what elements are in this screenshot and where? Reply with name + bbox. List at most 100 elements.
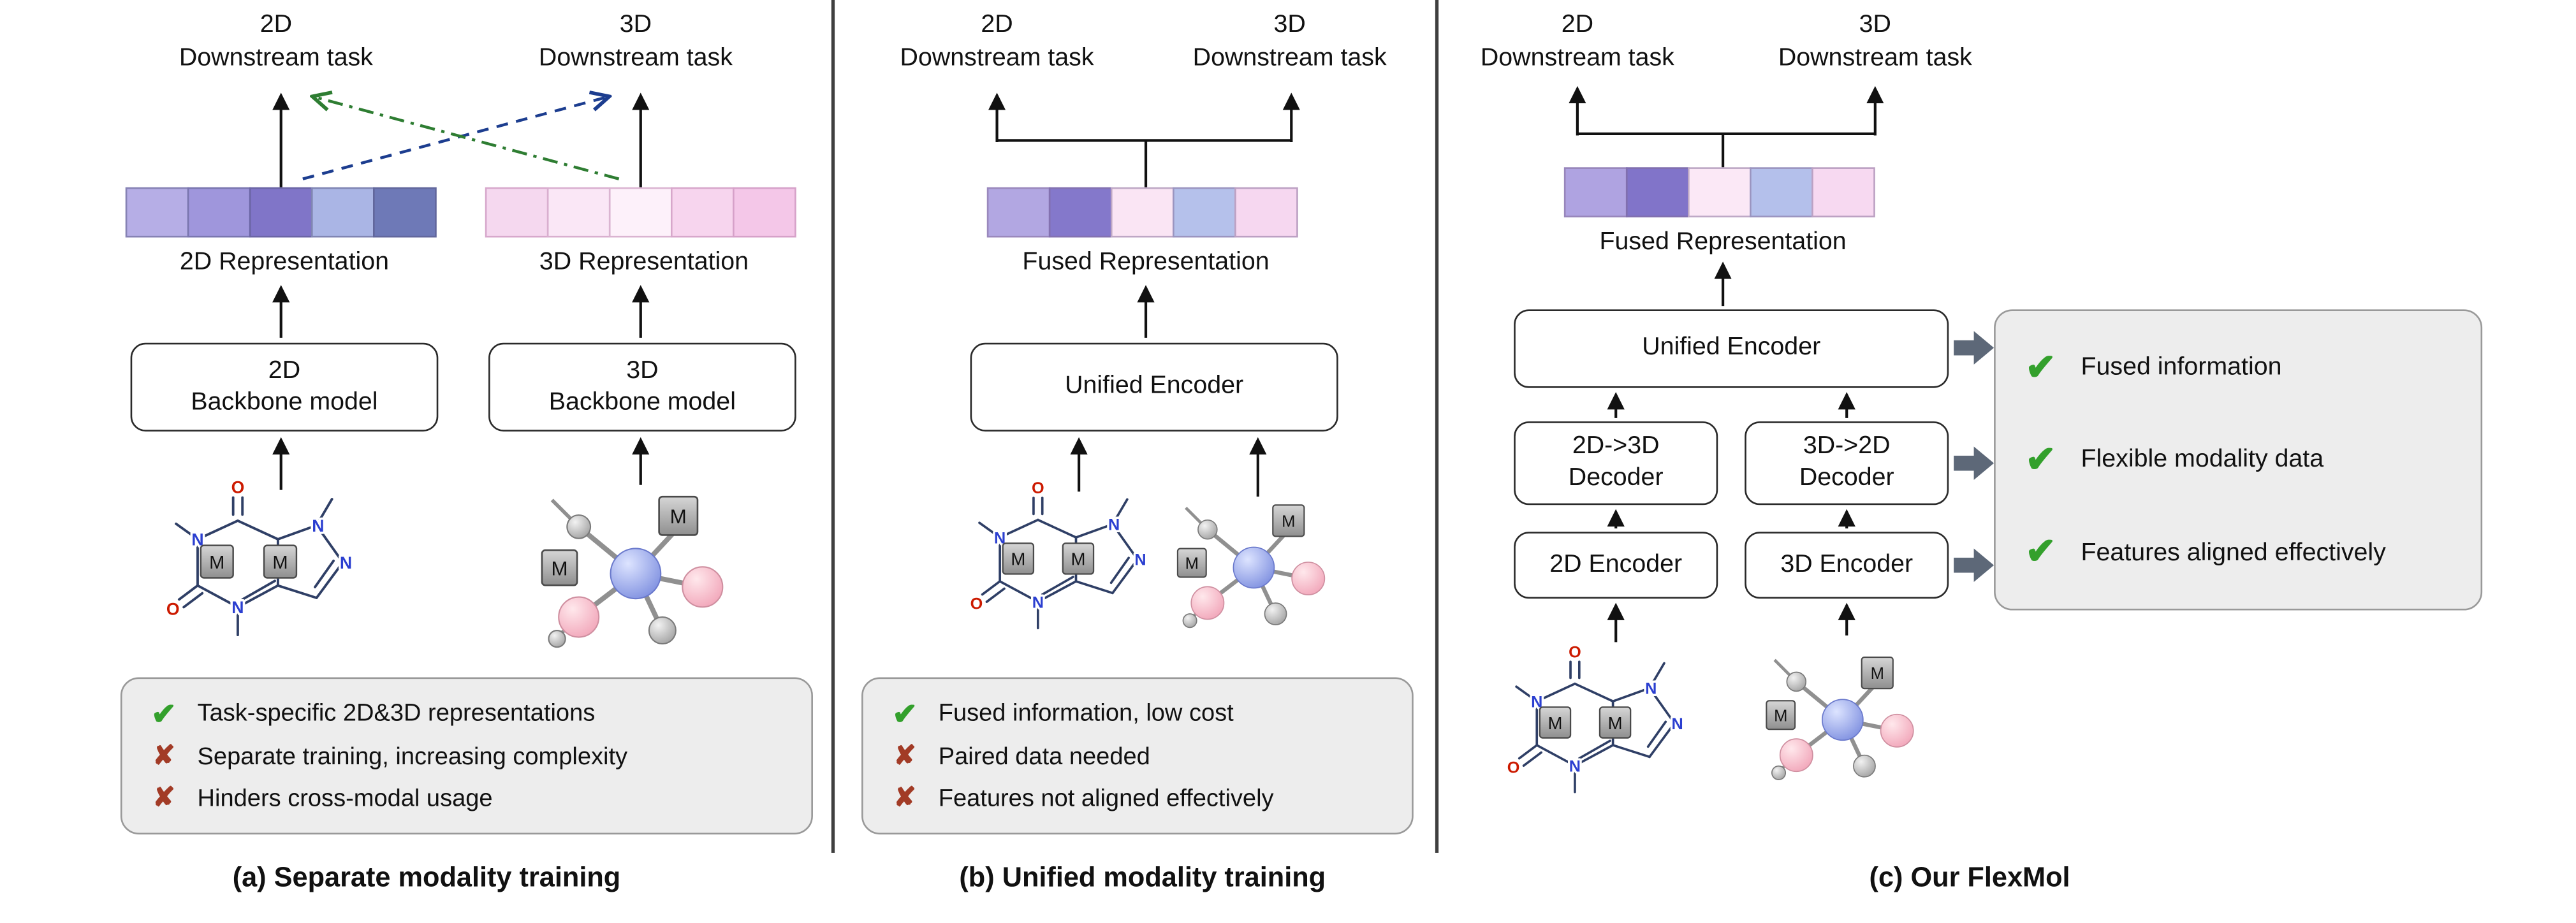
benefit-text: Fused information (2081, 352, 2282, 382)
panel-c-arrows (1569, 85, 1994, 643)
note-row: ✘ Separate training, increasing complexi… (145, 743, 787, 771)
box-line: 3D->2D (1803, 432, 1891, 461)
flow-arrow (1954, 331, 1994, 365)
molecule-3d (515, 477, 766, 661)
check-icon: ✔ (151, 697, 177, 732)
box-line: Unified Encoder (1065, 371, 1244, 400)
panel-a-arrows (272, 96, 650, 490)
flow-arrow (1954, 548, 1994, 582)
box-line: 3D Encoder (1780, 549, 1914, 578)
rep-cell (1688, 167, 1752, 218)
task-line: Downstream task (538, 43, 733, 73)
box-line: 2D Encoder (1549, 549, 1683, 578)
encoder-3d-box: 3D Encoder (1745, 532, 1949, 599)
box-line: Backbone model (191, 387, 378, 416)
rep-cell (986, 187, 1051, 238)
box-line: 2D->3D (1572, 432, 1660, 461)
box-line: Backbone model (548, 387, 736, 416)
rep-cell (1563, 167, 1628, 218)
molecule-3d (1156, 488, 1360, 639)
panel-divider (831, 0, 834, 853)
task-line: Downstream task (1778, 43, 1972, 73)
cross-icon: ✘ (893, 742, 916, 771)
fused-representation-bar (1563, 167, 1875, 218)
encoder-2d-box: 2D Encoder (1514, 532, 1718, 599)
panel-b-task-3d-label: 3D Downstream task (1156, 8, 1424, 76)
note-row: ✘ Paired data needed (886, 742, 1388, 771)
check-icon: ✔ (2025, 345, 2056, 388)
rep-cell (1048, 187, 1113, 238)
note-text: Separate training, increasing complexity (197, 744, 628, 771)
note-text: Fused information, low cost (938, 701, 1234, 729)
unified-encoder-box: Unified Encoder (970, 342, 1338, 432)
note-text: Hinders cross-modal usage (197, 785, 493, 813)
task-line: 2D (1561, 10, 1594, 39)
backbone-3d-box: 3D Backbone model (488, 342, 796, 432)
representation-bar-2d (125, 187, 437, 238)
panel-divider (1435, 0, 1438, 853)
panel-b-arrows (988, 92, 1300, 497)
rep-cell (187, 187, 251, 238)
rep-cell (1750, 167, 1813, 218)
cross-modal-dashdot-arrow (314, 97, 620, 180)
task-line: 3D (1859, 10, 1891, 39)
check-icon: ✔ (2025, 438, 2056, 480)
rep-cell (373, 187, 437, 238)
panel-b-notes-box: ✔ Fused information, low cost ✘ Paired d… (861, 677, 1414, 835)
check-icon: ✔ (892, 697, 918, 732)
box-line: Unified Encoder (1642, 333, 1821, 361)
task-line: 2D (981, 10, 1013, 39)
molecule-2d (1499, 634, 1733, 824)
molecule-3d (1745, 641, 1949, 791)
rep-cell (670, 187, 735, 238)
panel-c-caption: (c) Our FlexMol (1869, 862, 2070, 893)
rep-cell (249, 187, 313, 238)
benefits-box: ✔ Fused information ✔ Flexible modality … (1994, 309, 2483, 611)
rep-cell (608, 187, 673, 238)
task-line: Downstream task (1480, 43, 1674, 73)
note-row: ✔ Fused information, low cost (886, 699, 1388, 729)
fused-rep-label: Fused Representation (1599, 227, 1847, 256)
benefit-row: ✔ Fused information (2023, 345, 2454, 388)
cross-modal-dashed-arrow (302, 97, 607, 180)
panel-a-task-3d-label: 3D Downstream task (502, 8, 770, 76)
rep-3d-label: 3D Representation (539, 247, 749, 276)
box-line: 2D (268, 356, 301, 384)
task-line: 2D (260, 10, 293, 39)
note-row: ✘ Hinders cross-modal usage (145, 785, 787, 812)
note-row: ✘ Features not aligned effectively (886, 785, 1388, 812)
box-line: 3D (626, 356, 659, 384)
panel-a-task-2d-label: 2D Downstream task (142, 8, 410, 76)
rep-cell (1234, 187, 1298, 238)
task-line: 3D (619, 10, 652, 39)
rep-cell (1173, 187, 1236, 238)
fused-rep-label: Fused Representation (1022, 247, 1270, 276)
representation-bar-3d (485, 187, 796, 238)
rep-cell (1811, 167, 1875, 218)
rep-cell (733, 187, 796, 238)
decoder-2d-to-3d-box: 2D->3D Decoder (1514, 421, 1718, 505)
benefit-text: Flexible modality data (2081, 446, 2324, 474)
panel-a-notes-box: ✔ Task-specific 2D&3D representations ✘ … (120, 677, 813, 835)
note-row: ✔ Task-specific 2D&3D representations (145, 699, 787, 729)
panel-a-caption: (a) Separate modality training (232, 862, 621, 893)
rep-cell (125, 187, 189, 238)
unified-encoder-box: Unified Encoder (1514, 309, 1949, 388)
task-line: Downstream task (900, 43, 1094, 73)
cross-icon: ✘ (893, 783, 916, 813)
rep-cell (485, 187, 549, 238)
molecule-2d (157, 469, 405, 669)
note-text: Paired data needed (938, 744, 1150, 771)
check-icon: ✔ (2025, 530, 2056, 573)
backbone-2d-box: 2D Backbone model (130, 342, 439, 432)
rep-cell (1110, 187, 1175, 238)
note-text: Features not aligned effectively (938, 785, 1274, 813)
cross-icon: ✘ (152, 783, 175, 813)
box-line: Decoder (1568, 463, 1664, 492)
rep-cell (546, 187, 611, 238)
task-line: Downstream task (179, 43, 373, 73)
rep-cell (1625, 167, 1690, 218)
benefit-text: Features aligned effectively (2081, 538, 2386, 567)
note-text: Task-specific 2D&3D representations (197, 701, 596, 729)
